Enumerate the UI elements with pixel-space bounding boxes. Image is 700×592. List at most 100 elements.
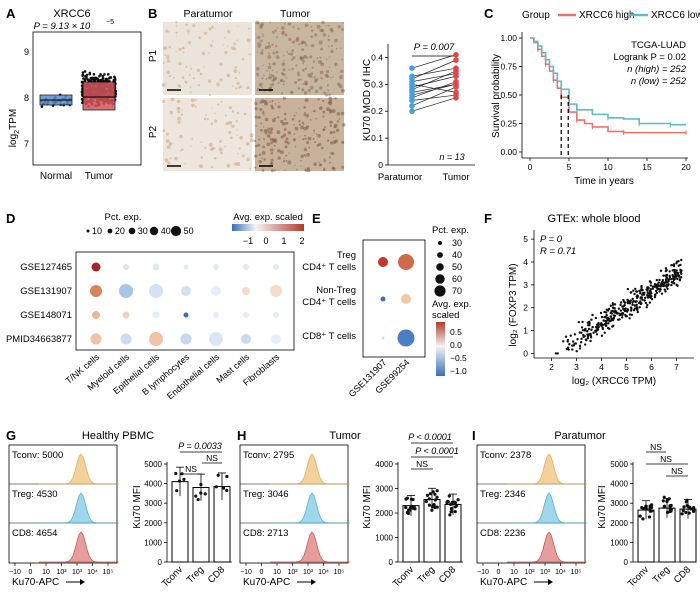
ihc-cell [277, 116, 280, 119]
ihc-cell [307, 136, 312, 141]
panel-f-points [554, 258, 683, 355]
ihc-cell [322, 33, 327, 37]
panel-a-xlabel-normal: Normal [40, 171, 72, 182]
ihc-cell [181, 109, 184, 111]
ihc-cell [189, 91, 192, 94]
panel-a-point [89, 76, 93, 80]
ihc-cell [261, 86, 263, 89]
panel-f-point [554, 352, 558, 355]
ihc-cell [261, 49, 264, 52]
ihc-cell [277, 105, 281, 109]
ihc-cell [258, 82, 263, 87]
ihc-cell [314, 78, 318, 82]
panel-f-point [613, 307, 616, 310]
bar-point [216, 473, 220, 477]
ihc-cell [254, 101, 258, 106]
panel-i-hist-label: Treg: 2346 [480, 489, 526, 500]
panel-d-row-label: PMID34663877 [6, 334, 72, 345]
ihc-cell [328, 45, 330, 48]
ihc-cell [316, 24, 321, 29]
panel-f-point [667, 284, 670, 287]
panel-f-point [576, 338, 579, 341]
ihc-cell [212, 40, 214, 42]
panel-f-point [671, 274, 674, 277]
panel-f-point [659, 269, 663, 273]
panel-d-dot [92, 311, 100, 319]
panel-e-color-tick: 0.5 [450, 327, 462, 337]
panel-b-pvalue: P = 0.007 [414, 42, 455, 53]
panel-g-hist-label: Treg: 4530 [12, 489, 58, 500]
ihc-cell [319, 28, 323, 33]
bar-ytick-label: 3000 [375, 485, 393, 494]
ihc-cell [268, 52, 271, 55]
panel-f-point [612, 314, 615, 317]
ihc-cell [287, 131, 292, 135]
bar-point [450, 500, 454, 505]
panel-b-point-para [409, 92, 415, 98]
bar-point [194, 494, 198, 498]
ihc-cell [292, 138, 296, 142]
ihc-cell [177, 110, 181, 114]
panel-e-row-label: CD4⁺ T cells [302, 297, 356, 308]
panel-f-point [600, 334, 604, 337]
ihc-cell [311, 66, 314, 69]
panel-d-dot [90, 285, 102, 297]
ihc-cell [176, 116, 181, 121]
bar-point [424, 499, 428, 504]
panel-h-ylabel: Ku70 MFI [362, 485, 373, 528]
ihc-cell [287, 160, 292, 165]
panel-f-point [605, 313, 608, 317]
panel-i-hist-label: CD8: 2236 [480, 528, 525, 539]
ihc-cell [298, 136, 300, 138]
ihc-cell [306, 128, 309, 130]
size-legend-dot [170, 225, 182, 237]
ihc-cell [198, 36, 202, 40]
panel-c-legend-high: XRCC6 high [579, 10, 635, 21]
ihc-cell [304, 168, 308, 172]
panel-f-ytick-label: 1 [523, 326, 528, 336]
ihc-cell [300, 125, 304, 130]
panel-f-point [623, 303, 626, 307]
bar-point [682, 505, 686, 509]
ihc-cell [305, 113, 310, 118]
hist-xtick-label: −10 [9, 569, 21, 576]
panel-f-point [571, 348, 574, 351]
hist-xtick-label: 10² [524, 569, 535, 576]
ihc-cell [224, 50, 228, 55]
ihc-cell [298, 119, 301, 123]
ihc-cell [322, 129, 325, 131]
bar-xlabel: Treg [185, 564, 206, 585]
ihc-cell [191, 103, 195, 108]
ihc-cell [329, 130, 334, 135]
panel-f-point [612, 324, 615, 327]
ihc-cell [321, 20, 325, 25]
panel-d-dot [273, 264, 279, 270]
ihc-cell [233, 47, 237, 51]
bar-point [196, 497, 200, 502]
panel-c-xlabel: Time in years [574, 176, 634, 187]
ihc-cell [189, 86, 192, 89]
ihc-cell [246, 86, 250, 90]
ihc-cell [329, 120, 333, 124]
histogram-peak [39, 453, 119, 485]
panel-f-point [665, 275, 668, 278]
panel-e-row-label: Treg [337, 250, 356, 261]
panel-d-dot [120, 333, 132, 345]
ihc-cell [175, 25, 178, 27]
panel-e-size-legend-dot [434, 285, 446, 297]
ihc-cell [209, 44, 213, 48]
panel-c-xtick-label: 15 [642, 162, 652, 172]
ihc-cell [330, 29, 334, 33]
panel-h-histogram-frame [239, 444, 349, 564]
ihc-cell [288, 37, 292, 42]
ihc-cell [181, 76, 185, 80]
panel-b-point-para [409, 76, 415, 82]
ihc-cell [281, 62, 286, 67]
panel-f-point [675, 283, 678, 287]
ihc-cell [186, 29, 190, 33]
panel-d-row-label: GSE127465 [20, 262, 72, 273]
ihc-cell [318, 163, 322, 167]
ihc-cell [171, 142, 173, 145]
panel-f-point [666, 287, 669, 290]
ihc-cell [191, 137, 194, 140]
